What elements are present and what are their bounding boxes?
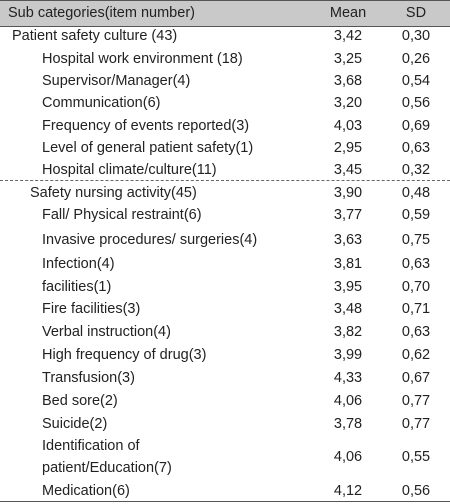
row-sd: 0,77 [401,393,431,409]
row-name: Fall/ Physical restraint(6) [42,207,202,223]
row-sd: 0,63 [401,324,431,340]
row-sd: 0,77 [401,416,431,432]
row-name: Verbal instruction(4) [42,324,171,340]
row-mean: 3,77 [333,207,363,223]
row-sd: 0,63 [401,140,431,156]
row-mean: 3,81 [333,256,363,272]
row-name: Safety nursing activity(45) [30,185,197,201]
row-sd: 0,48 [401,185,431,201]
table-row-patient-safety-culture: Patient safety culture (43) 3,42 0,30 [0,26,450,48]
table-row: Fall/ Physical restraint(6) 3,77 0,59 [0,205,450,227]
row-mean: 3,42 [333,28,363,44]
header-mean: Mean [329,5,367,21]
row-sd: 0,54 [401,73,431,89]
row-name: Communication(6) [42,95,161,111]
row-name: Patient safety culture (43) [12,28,178,44]
table-row: Infection(4) 3,81 0,63 [0,254,450,276]
row-sd: 0,75 [401,232,431,248]
row-sd: 0,70 [401,279,431,295]
row-sd: 0,67 [401,370,431,386]
row-sd: 0,30 [401,28,431,44]
row-name: Transfusion(3) [42,370,135,386]
row-name: High frequency of drug(3) [42,347,207,363]
row-sd: 0,26 [401,51,431,67]
row-sd: 0,63 [401,256,431,272]
row-name: Frequency of events reported(3) [42,118,250,134]
table-row-safety-nursing-activity: Safety nursing activity(45) 3,90 0,48 [0,183,450,205]
row-name: Suicide(2) [42,416,108,432]
table-row: Identification of patient/Education(7) 4… [0,436,450,480]
table-header: Sub categories(item number) Mean SD [0,0,450,27]
table-row: Supervisor/Manager(4) 3,68 0,54 [0,71,450,93]
row-sd: 0,71 [401,301,431,317]
table-row: Fire facilities(3) 3,48 0,71 [0,299,450,321]
row-sd: 0,69 [401,118,431,134]
header-category: Sub categories(item number) [8,5,195,21]
row-mean: 3,63 [333,232,363,248]
row-mean: 4,06 [333,449,363,465]
row-mean: 3,48 [333,301,363,317]
row-sd: 0,56 [401,483,431,499]
table-row: Invasive procedures/ surgeries(4) 3,63 0… [0,230,450,252]
row-mean: 3,95 [333,279,363,295]
table-row: Transfusion(3) 4,33 0,67 [0,368,450,390]
row-name: Hospital climate/culture(11) [42,162,217,178]
row-name: Supervisor/Manager(4) [42,73,191,89]
row-mean: 4,03 [333,118,363,134]
row-mean: 3,82 [333,324,363,340]
row-name: Fire facilities(3) [42,301,141,317]
header-sd: SD [405,5,427,21]
row-name: facilities(1) [42,279,112,295]
row-name: Medication(6) [42,483,130,499]
row-sd: 0,62 [401,347,431,363]
row-name: Hospital work environment (18) [42,51,243,67]
row-mean: 3,45 [333,162,363,178]
table-row: Communication(6) 3,20 0,56 [0,93,450,115]
row-mean: 4,06 [333,393,363,409]
row-name: Infection(4) [42,256,115,272]
row-mean: 3,68 [333,73,363,89]
row-sd: 0,56 [401,95,431,111]
row-sd: 0,59 [401,207,431,223]
row-mean: 3,25 [333,51,363,67]
row-sd: 0,32 [401,162,431,178]
row-sd: 0,55 [401,449,431,465]
table-row: Medication(6) 4,12 0,56 [0,481,450,503]
table-row: Suicide(2) 3,78 0,77 [0,414,450,436]
row-mean: 3,99 [333,347,363,363]
row-name-line2: patient/Education(7) [42,460,172,476]
row-mean: 4,33 [333,370,363,386]
table-row: High frequency of drug(3) 3,99 0,62 [0,345,450,367]
table-row: Frequency of events reported(3) 4,03 0,6… [0,116,450,138]
row-name: Invasive procedures/ surgeries(4) [42,232,258,248]
row-mean: 3,78 [333,416,363,432]
row-name: Bed sore(2) [42,393,118,409]
section-divider [0,180,450,181]
table-row: Hospital work environment (18) 3,25 0,26 [0,49,450,71]
table-row: Verbal instruction(4) 3,82 0,63 [0,322,450,344]
row-name-line1: Identification of [42,438,140,454]
row-mean: 2,95 [333,140,363,156]
row-mean: 3,20 [333,95,363,111]
row-mean: 4,12 [333,483,363,499]
table-row: Bed sore(2) 4,06 0,77 [0,391,450,413]
row-mean: 3,90 [333,185,363,201]
table-row: Level of general patient safety(1) 2,95 … [0,138,450,160]
row-name: Level of general patient safety(1) [42,140,254,156]
table-row: facilities(1) 3,95 0,70 [0,277,450,299]
table-bottom-rule [0,501,450,502]
table-row: Hospital climate/culture(11) 3,45 0,32 [0,160,450,182]
